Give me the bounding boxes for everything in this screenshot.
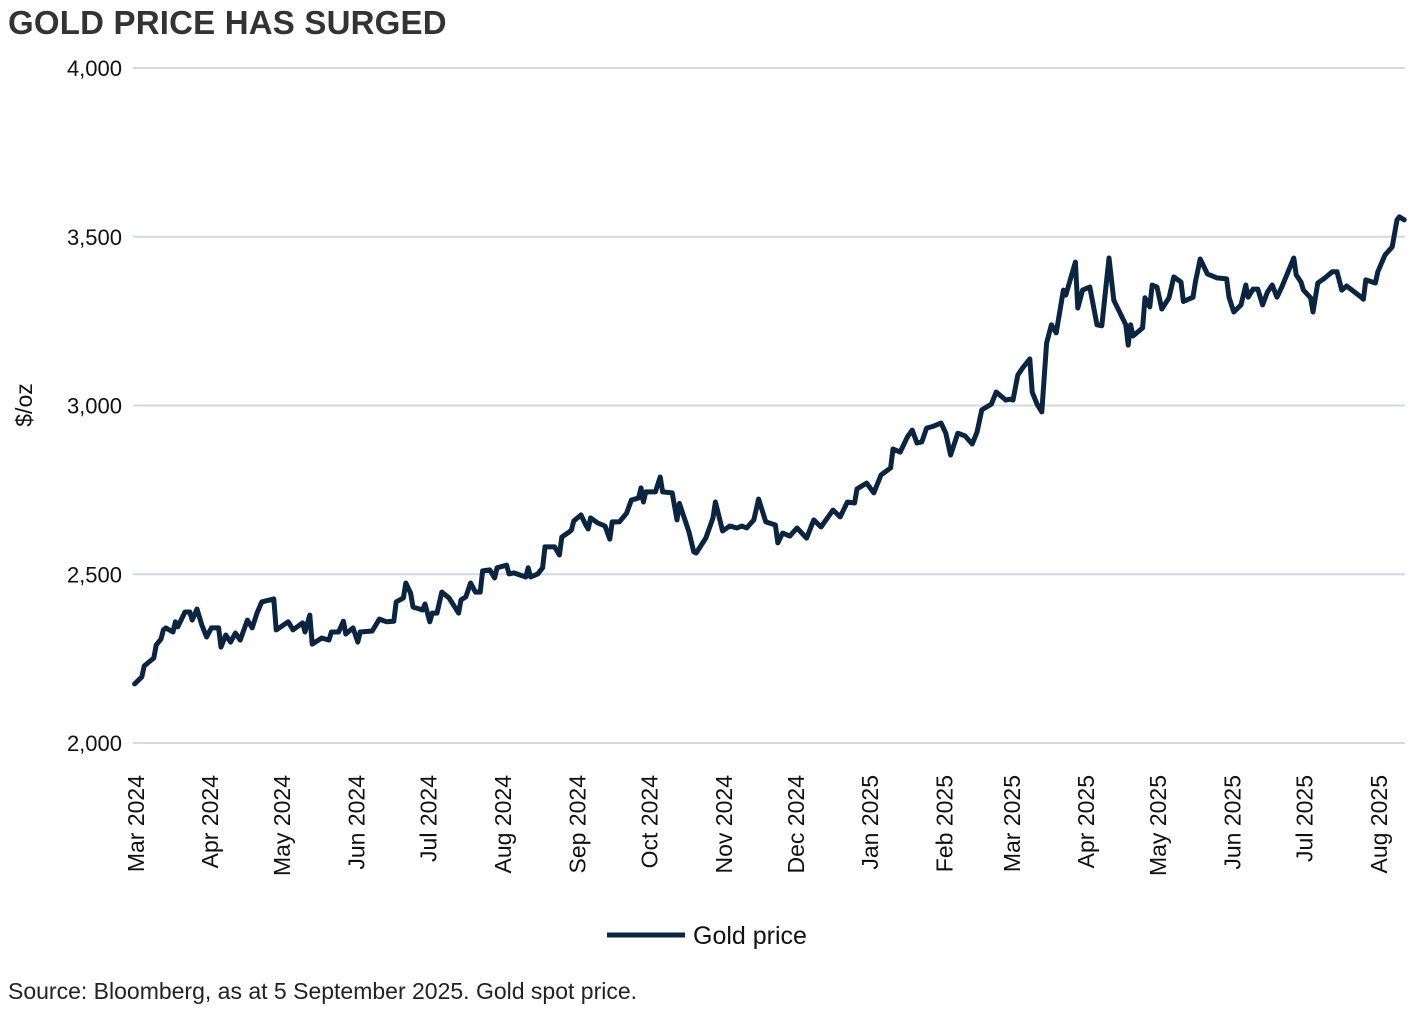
x-tick-label: Apr 2025: [1073, 775, 1099, 868]
x-tick-label: Apr 2024: [197, 775, 223, 869]
x-tick-label: Feb 2025: [932, 775, 958, 872]
y-tick-label: 3,000: [67, 394, 122, 419]
chart-title: GOLD PRICE HAS SURGED: [8, 4, 447, 41]
gridlines: [133, 67, 1405, 744]
x-tick-label: Jul 2025: [1292, 775, 1318, 862]
x-tick-label: May 2024: [269, 775, 295, 876]
x-tick-label: Jan 2025: [857, 775, 883, 870]
x-tick-label: Jun 2025: [1220, 775, 1246, 870]
y-tick-label: 3,500: [67, 225, 122, 250]
y-tick-label: 2,000: [67, 731, 122, 756]
x-tick-label: Jun 2024: [344, 775, 370, 870]
x-tick-label: Mar 2025: [999, 775, 1025, 872]
y-axis-tick-labels: 2,000 2,500 3,000 3,500 4,000: [67, 56, 122, 756]
y-tick-label: 4,000: [67, 56, 122, 81]
x-tick-label: Nov 2024: [711, 775, 737, 874]
x-axis-tick-labels: Mar 2024 Apr 2024 May 2024 Jun 2024 Jul 2024…: [123, 775, 1392, 876]
x-tick-label: Mar 2024: [123, 775, 149, 872]
x-tick-label: Dec 2024: [783, 775, 809, 874]
series-line-gold-price: [132, 214, 1407, 687]
x-tick-label: Jul 2024: [416, 775, 442, 862]
legend-label-gold-price: Gold price: [693, 922, 807, 950]
x-tick-label: May 2025: [1145, 775, 1171, 876]
x-tick-label: Oct 2024: [636, 775, 662, 869]
x-tick-label: Aug 2024: [490, 775, 516, 874]
source-note: Source: Bloomberg, as at 5 September 202…: [8, 978, 638, 1004]
y-axis-label: $/oz: [11, 383, 37, 426]
legend: Gold price: [607, 922, 807, 950]
x-tick-label: Sep 2024: [564, 775, 590, 874]
y-tick-label: 2,500: [67, 562, 122, 587]
x-tick-label: Aug 2025: [1366, 775, 1392, 873]
